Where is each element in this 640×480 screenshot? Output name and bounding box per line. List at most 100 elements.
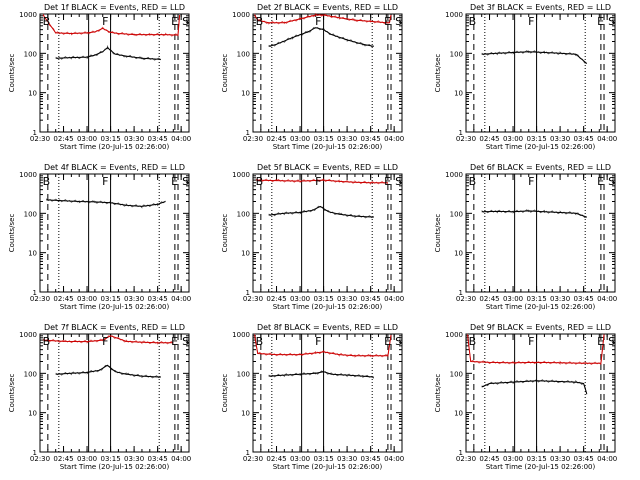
y-tick-label: 100 <box>237 50 250 58</box>
x-tick-label: 04:00 <box>384 295 404 303</box>
x-axis-label: Start Time (20-Jul-15 02:26:00) <box>273 143 383 151</box>
events-series-line-noise <box>46 198 166 209</box>
phase-marker-e: E <box>597 335 604 348</box>
y-tick-label: 100 <box>237 370 250 378</box>
x-tick-label: 04:00 <box>171 135 191 143</box>
phase-marker-e: E <box>384 335 391 348</box>
x-axis-label: Start Time (20-Jul-15 02:26:00) <box>60 463 170 471</box>
events-series-line-noise <box>268 205 374 219</box>
phase-marker-s: S <box>608 175 615 188</box>
x-tick-label: 03:00 <box>290 295 310 303</box>
x-tick-label: 04:00 <box>384 455 404 463</box>
y-tick-label: 1000 <box>232 11 250 19</box>
x-tick-label: 03:30 <box>337 295 357 303</box>
phase-marker-s: S <box>608 15 615 28</box>
x-tick-label: 02:45 <box>266 455 286 463</box>
panel-title: Det 2f BLACK = Events, RED = LLD <box>257 3 398 12</box>
y-tick-label: 1 <box>459 449 463 457</box>
phase-marker-b: B <box>469 335 477 348</box>
y-axis-label: Counts/sec <box>434 374 442 413</box>
y-tick-label: 10 <box>454 90 463 98</box>
x-tick-label: 03:15 <box>100 135 120 143</box>
plot-frame <box>252 173 403 293</box>
x-tick-label: 04:00 <box>171 455 191 463</box>
x-tick-label: 02:30 <box>456 135 476 143</box>
x-tick-label: 03:15 <box>526 135 546 143</box>
x-tick-label: 02:45 <box>479 455 499 463</box>
y-tick-label: 1000 <box>232 171 250 179</box>
events-series-line-noise <box>55 364 161 379</box>
phase-marker-s: S <box>182 15 189 28</box>
phase-marker-b: B <box>256 335 264 348</box>
x-tick-label: 03:30 <box>550 135 570 143</box>
y-tick-label: 10 <box>241 250 250 258</box>
x-tick-label: 02:30 <box>30 295 50 303</box>
x-tick-label: 03:45 <box>574 135 594 143</box>
lld-series-line-noise <box>254 12 392 25</box>
x-tick-label: 03:00 <box>503 455 523 463</box>
x-tick-label: 03:15 <box>526 455 546 463</box>
phase-marker-f: F <box>102 175 108 188</box>
events-series-line-noise <box>481 50 587 64</box>
y-tick-label: 1 <box>246 289 250 297</box>
y-tick-label: 1000 <box>445 171 463 179</box>
y-tick-label: 1 <box>33 289 37 297</box>
x-tick-label: 03:30 <box>550 295 570 303</box>
events-series-line-noise <box>55 44 162 61</box>
x-tick-label: 03:30 <box>337 455 357 463</box>
x-tick-label: 03:45 <box>361 295 381 303</box>
detector-panel: Det 6f BLACK = Events, RED = LLD 1 10 100 10… <box>434 163 617 311</box>
panel-title: Det 3f BLACK = Events, RED = LLD <box>470 3 611 12</box>
x-tick-label: 02:30 <box>243 455 263 463</box>
phase-marker-s: S <box>182 175 189 188</box>
x-tick-label: 02:45 <box>53 295 73 303</box>
x-tick-label: 03:45 <box>148 135 168 143</box>
events-series-line-noise <box>481 209 587 219</box>
x-tick-label: 03:15 <box>100 295 120 303</box>
phase-marker-s: S <box>395 175 402 188</box>
x-tick-label: 03:30 <box>124 135 144 143</box>
phase-marker-f: F <box>102 335 108 348</box>
detector-panel: Det 3f BLACK = Events, RED = LLD 1 10 100 10… <box>434 3 617 151</box>
detector-panel: Det 4f BLACK = Events, RED = LLD 1 10 100 10… <box>8 163 191 311</box>
x-tick-label: 02:45 <box>266 135 286 143</box>
detector-panel: Det 7f BLACK = Events, RED = LLD 1 10 100 10… <box>8 323 191 471</box>
x-axis-label: Start Time (20-Jul-15 02:26:00) <box>486 143 596 151</box>
x-tick-label: 03:00 <box>290 455 310 463</box>
y-axis-label: Counts/sec <box>434 214 442 253</box>
x-tick-label: 02:45 <box>53 455 73 463</box>
y-axis-label: Counts/sec <box>221 214 229 253</box>
x-tick-label: 04:00 <box>171 295 191 303</box>
phase-marker-s: S <box>608 335 615 348</box>
plot-frame <box>39 173 190 293</box>
panel-title: Det 5f BLACK = Events, RED = LLD <box>257 163 398 172</box>
x-tick-label: 03:15 <box>100 455 120 463</box>
x-tick-label: 02:30 <box>243 135 263 143</box>
y-tick-label: 10 <box>28 410 37 418</box>
x-axis-label: Start Time (20-Jul-15 02:26:00) <box>273 463 383 471</box>
y-tick-label: 1000 <box>232 331 250 339</box>
x-tick-label: 02:45 <box>479 135 499 143</box>
panel-title: Det 9f BLACK = Events, RED = LLD <box>470 323 611 332</box>
phase-marker-f: F <box>528 335 534 348</box>
y-axis-label: Counts/sec <box>221 374 229 413</box>
x-tick-label: 03:15 <box>313 455 333 463</box>
plot-frame <box>252 13 403 133</box>
x-tick-label: 03:30 <box>124 455 144 463</box>
y-tick-label: 100 <box>450 370 463 378</box>
y-tick-label: 100 <box>24 210 37 218</box>
y-tick-label: 100 <box>24 50 37 58</box>
y-axis-label: Counts/sec <box>8 54 16 93</box>
x-tick-label: 03:00 <box>503 295 523 303</box>
detector-panel: Det 5f BLACK = Events, RED = LLD 1 10 100 10… <box>221 163 404 311</box>
phase-marker-b: B <box>43 15 51 28</box>
detector-panel: Det 9f BLACK = Events, RED = LLD 1 10 100 10… <box>434 323 617 471</box>
phase-marker-e: E <box>597 175 604 188</box>
x-tick-label: 03:15 <box>313 295 333 303</box>
x-axis-label: Start Time (20-Jul-15 02:26:00) <box>60 143 170 151</box>
x-axis-label: Start Time (20-Jul-15 02:26:00) <box>60 303 170 311</box>
x-tick-label: 02:45 <box>53 135 73 143</box>
phase-marker-b: B <box>256 15 264 28</box>
x-axis-label: Start Time (20-Jul-15 02:26:00) <box>273 303 383 311</box>
